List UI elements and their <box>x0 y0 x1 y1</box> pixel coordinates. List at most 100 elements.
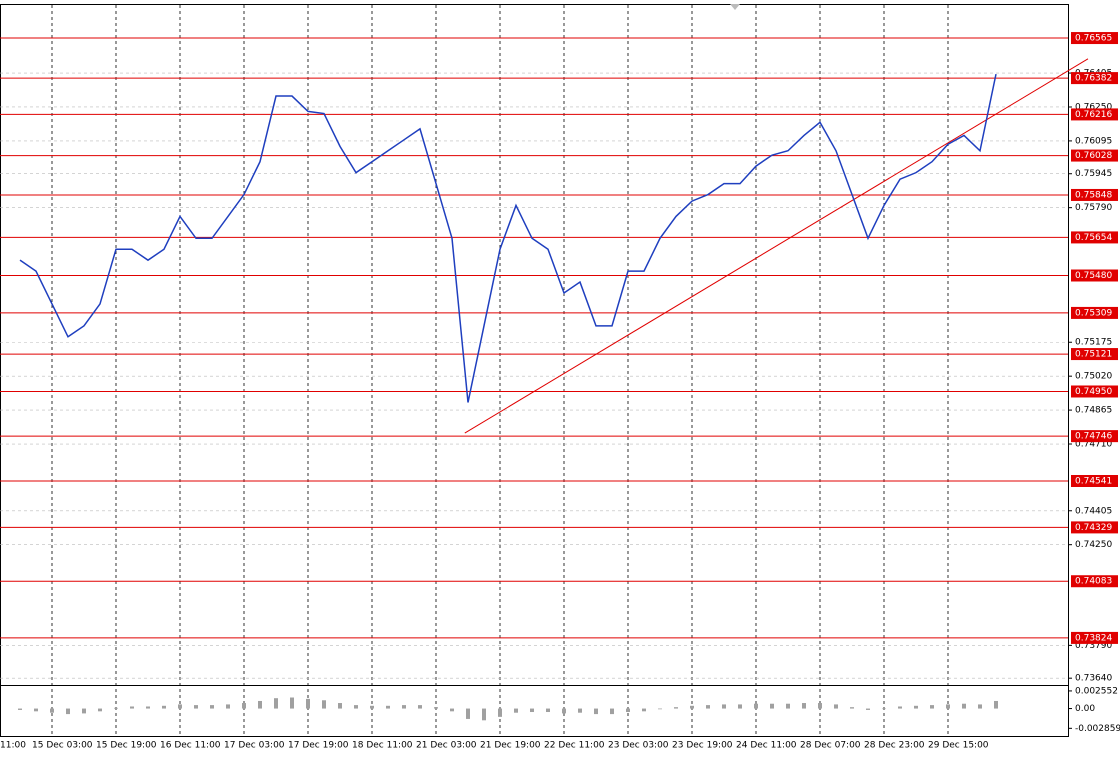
oscillator-bar <box>594 708 598 715</box>
level-label: 0.74083 <box>1075 577 1112 587</box>
x-tick-label: 23 Dec 03:00 <box>608 741 669 751</box>
x-tick-label: 16 Dec 11:00 <box>160 741 221 751</box>
oscillator-bar <box>258 700 262 709</box>
level-label-box <box>1071 72 1118 85</box>
oscillator-bar <box>834 704 838 709</box>
oscillator-bar <box>498 708 502 717</box>
oscillator-bar <box>226 704 230 709</box>
oscillator-bar <box>802 703 806 709</box>
oscillator-bar <box>18 708 22 710</box>
x-tick-label: 29 Dec 15:00 <box>928 741 989 751</box>
level-label: 0.75848 <box>1075 190 1112 200</box>
y-tick-label: 0.75020 <box>1075 372 1112 382</box>
oscillator-bar <box>642 708 646 712</box>
x-tick-label: 15 Dec 19:00 <box>96 741 157 751</box>
trendline <box>464 58 1089 434</box>
level-label-box <box>1071 231 1118 244</box>
level-label: 0.75309 <box>1075 308 1112 318</box>
y-tick-label: 0.75790 <box>1075 203 1112 213</box>
x-tick-label: 22 Dec 11:00 <box>544 741 605 751</box>
shift-marker <box>730 4 740 10</box>
level-label-box <box>1071 475 1118 488</box>
oscillator-bar <box>978 704 982 709</box>
price-line <box>19 74 997 403</box>
oscillator-bar <box>34 708 38 712</box>
oscillator-bar <box>610 708 614 715</box>
y-tick-label: 0.74250 <box>1075 540 1112 550</box>
y-tick-label: 0.00 <box>1075 704 1095 714</box>
level-label: 0.74329 <box>1075 523 1112 533</box>
y-tick-label: 0.73640 <box>1075 674 1112 684</box>
level-label: 0.76216 <box>1075 110 1112 120</box>
oscillator-bar <box>418 705 422 709</box>
level-label-box <box>1071 108 1118 121</box>
oscillator-bar <box>930 705 934 709</box>
oscillator-bar <box>722 704 726 709</box>
y-tick-label: -0.002859 <box>1075 724 1120 734</box>
oscillator-bar <box>146 706 150 709</box>
oscillator-bar <box>354 705 358 709</box>
plot-frame <box>0 4 1069 737</box>
x-tick-label: 11:00 <box>0 741 26 751</box>
oscillator-bar <box>450 708 454 712</box>
oscillator-bar <box>754 703 758 709</box>
level-label-box <box>1071 385 1118 398</box>
oscillator-bar <box>50 708 54 713</box>
oscillator-bar <box>818 703 822 709</box>
oscillator-bar <box>770 703 774 709</box>
oscillator-bar <box>162 705 166 709</box>
level-label: 0.75121 <box>1075 350 1112 360</box>
level-label: 0.76028 <box>1075 151 1112 161</box>
level-label: 0.74746 <box>1075 432 1112 442</box>
level-label-box <box>1071 188 1118 201</box>
level-label: 0.76565 <box>1075 34 1112 44</box>
level-label: 0.74950 <box>1075 387 1112 397</box>
y-tick-label: 0.74710 <box>1075 440 1112 450</box>
oscillator-bar <box>114 707 118 709</box>
x-tick-label: 17 Dec 03:00 <box>224 741 285 751</box>
level-label: 0.73824 <box>1075 633 1112 643</box>
oscillator-bar <box>402 705 406 709</box>
x-tick-label: 21 Dec 03:00 <box>416 741 477 751</box>
level-label: 0.74541 <box>1075 477 1112 487</box>
oscillator-bar <box>898 706 902 709</box>
x-tick-label: 21 Dec 19:00 <box>480 741 541 751</box>
level-label-box <box>1071 149 1118 162</box>
y-tick-label: 0.76250 <box>1075 102 1112 112</box>
x-tick-label: 17 Dec 19:00 <box>288 741 349 751</box>
x-tick-label: 18 Dec 11:00 <box>352 741 413 751</box>
level-label-box <box>1071 32 1118 45</box>
x-tick-label: 28 Dec 07:00 <box>800 741 861 751</box>
x-tick-label: 28 Dec 23:00 <box>864 741 925 751</box>
y-tick-label: 0.74865 <box>1075 406 1112 416</box>
oscillator-bar <box>66 708 70 715</box>
y-tick-label: 0.74405 <box>1075 506 1112 516</box>
oscillator-bar <box>866 708 870 710</box>
oscillator-bar <box>994 700 998 709</box>
oscillator-bar <box>370 705 374 709</box>
oscillator-bar <box>578 708 582 713</box>
y-tick-label: 0.002552 <box>1075 686 1118 696</box>
oscillator-bar <box>514 708 518 713</box>
level-label: 0.76382 <box>1075 74 1112 84</box>
oscillator-bar <box>482 708 486 721</box>
oscillator-bar <box>178 704 182 709</box>
oscillator-bar <box>466 708 470 719</box>
level-label-box <box>1071 430 1118 443</box>
level-label-box <box>1071 269 1118 282</box>
level-label-box <box>1071 348 1118 361</box>
y-tick-label: 0.75945 <box>1075 169 1112 179</box>
oscillator-bar <box>210 705 214 709</box>
y-tick-label: 0.75175 <box>1075 338 1112 348</box>
oscillator-bar <box>562 708 566 714</box>
oscillator-bar <box>626 708 630 713</box>
oscillator-bar <box>322 700 326 709</box>
oscillator-bar <box>306 698 310 709</box>
x-tick-label: 23 Dec 19:00 <box>672 741 733 751</box>
oscillator-bar <box>962 703 966 709</box>
level-label: 0.75480 <box>1075 271 1112 281</box>
oscillator-bar <box>786 703 790 709</box>
oscillator-bar <box>338 703 342 709</box>
